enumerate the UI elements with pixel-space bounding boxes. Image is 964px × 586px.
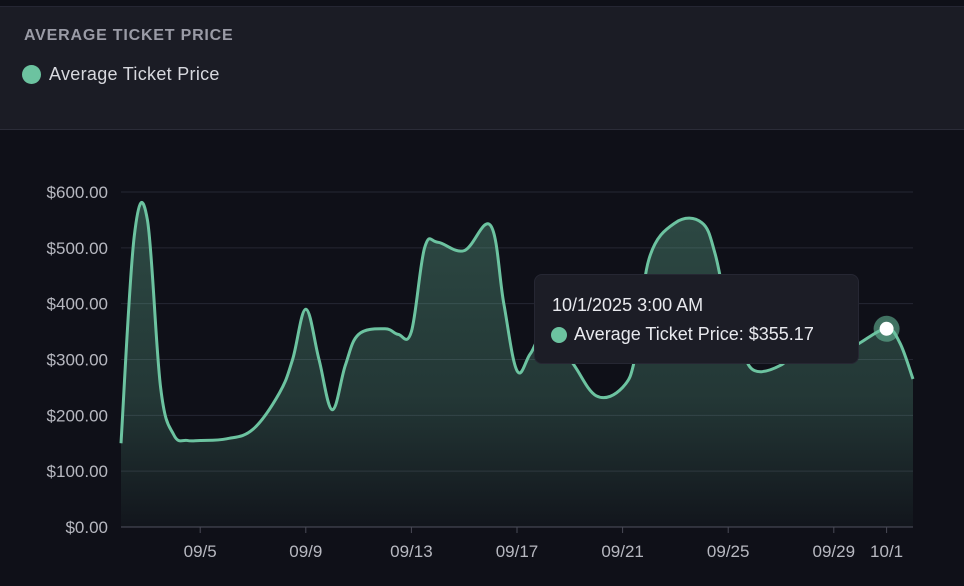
x-tick-label: 09/9	[289, 542, 322, 561]
y-tick-label: $600.00	[47, 183, 108, 202]
tooltip-date: 10/1/2025 3:00 AM	[552, 295, 704, 315]
series-line	[119, 201, 915, 444]
y-tick-label: $0.00	[65, 518, 108, 537]
x-tick-label: 09/5	[184, 542, 217, 561]
y-tick-label: $100.00	[47, 462, 108, 481]
y-tick-label: $200.00	[47, 406, 108, 425]
legend-label: Average Ticket Price	[49, 64, 220, 84]
legend-swatch	[22, 65, 41, 84]
x-axis: 09/5 09/9 09/13 09/17 09/21 09/25 09/29 10/1	[184, 527, 903, 561]
tooltip: 10/1/2025 3:00 AM Average Ticket Price: …	[534, 274, 859, 364]
tooltip-row: Average Ticket Price: $355.17	[551, 324, 814, 345]
x-tick-label: 09/25	[707, 542, 750, 561]
y-tick-label: $400.00	[47, 295, 108, 314]
tooltip-separator: :	[738, 324, 749, 344]
tooltip-value: $355.17	[748, 324, 814, 344]
x-tick-label: 09/17	[496, 542, 539, 561]
chart-title: AVERAGE TICKET PRICE	[24, 27, 234, 44]
legend-item[interactable]: Average Ticket Price	[22, 64, 220, 85]
hover-point[interactable]	[879, 321, 894, 336]
x-tick-label: 09/21	[601, 542, 644, 561]
y-tick-label: $500.00	[47, 239, 108, 258]
tooltip-series-name: Average Ticket Price	[574, 324, 739, 344]
y-tick-label: $300.00	[47, 351, 108, 370]
chart-header: AVERAGE TICKET PRICE Average Ticket Pric…	[0, 6, 964, 130]
tooltip-swatch	[551, 326, 567, 343]
y-axis: $0.00 $100.00 $200.00 $300.00 $400.00 $500.00…	[47, 183, 108, 537]
x-tick-label: 09/29	[813, 542, 856, 561]
series-area	[121, 202, 913, 527]
x-tick-label: 09/13	[390, 542, 433, 561]
x-tick-label: 10/1	[870, 542, 903, 561]
